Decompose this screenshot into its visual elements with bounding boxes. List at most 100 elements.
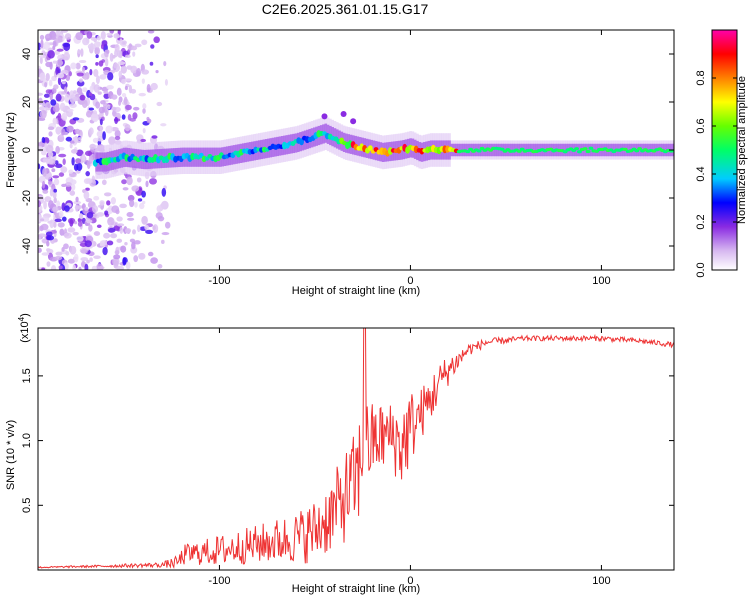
noise-blob	[42, 158, 48, 163]
noise-blob	[112, 257, 120, 267]
noise-blob	[141, 39, 148, 46]
noise-blob	[52, 60, 57, 64]
ridge-core	[582, 147, 588, 151]
noise-blob	[86, 259, 90, 264]
noise-blob	[80, 48, 84, 57]
noise-blob	[54, 218, 62, 223]
noise-blob	[132, 112, 138, 120]
noise-blob	[106, 200, 111, 206]
colorbar-tick-label: 0.8	[695, 70, 707, 85]
noise-blob	[58, 153, 67, 158]
noise-blob	[108, 136, 116, 145]
noise-blob	[77, 49, 81, 54]
noise-blob	[69, 140, 76, 144]
noise-blob	[85, 187, 90, 191]
noise-blob	[57, 76, 62, 86]
noise-blob	[44, 81, 48, 88]
noise-blob	[53, 197, 57, 204]
noise-blob	[95, 54, 99, 59]
noise-blob	[99, 125, 103, 131]
noise-blob	[106, 84, 114, 90]
noise-blob	[141, 190, 146, 198]
figure-title: C2E6.2025.361.01.15.G17	[262, 1, 429, 17]
noise-blob	[75, 196, 79, 203]
ridge-core	[476, 149, 482, 153]
noise-blob	[38, 233, 47, 238]
x-tick-label: 0	[407, 275, 413, 287]
noise-blob	[70, 173, 75, 178]
noise-blob	[70, 149, 78, 154]
noise-blob	[94, 48, 99, 53]
ridge-core	[634, 149, 640, 153]
noise-blob	[39, 56, 43, 65]
noise-blob	[38, 236, 42, 240]
snr-multiplier-base: (x10	[19, 321, 31, 342]
noise-blob	[38, 97, 43, 105]
noise-blob	[78, 213, 84, 219]
y-tick-label: 1.0	[21, 433, 33, 448]
noise-blob	[112, 63, 121, 73]
noise-blob	[66, 125, 74, 133]
noise-blob	[82, 87, 88, 93]
noise-blob	[67, 227, 76, 233]
noise-blob	[45, 61, 53, 68]
noise-blob	[145, 180, 149, 188]
noise-blob	[89, 143, 97, 150]
noise-blob	[114, 135, 121, 141]
noise-blob	[136, 177, 142, 183]
noise-blob	[116, 216, 123, 222]
noise-blob	[92, 137, 99, 143]
x-tick-label: 100	[592, 575, 610, 587]
noise-blob	[121, 114, 126, 120]
noise-blob	[77, 221, 83, 227]
noise-blob	[127, 194, 135, 202]
noise-blob	[53, 221, 57, 228]
noise-blob	[69, 245, 77, 255]
noise-blob	[161, 187, 167, 197]
colorbar-gradient	[712, 30, 737, 270]
noise-blob	[41, 150, 47, 156]
noise-blob	[164, 78, 168, 86]
noise-blob	[49, 92, 54, 101]
noise-blob	[119, 226, 124, 234]
noise-blob	[121, 93, 127, 98]
noise-blob	[84, 240, 92, 248]
noise-blob	[55, 30, 61, 35]
ridge-band	[491, 143, 495, 157]
noise-blob	[73, 253, 79, 263]
noise-blob	[86, 31, 93, 39]
noise-blob	[109, 233, 118, 239]
spectrogram-x-label: Height of straight line (km)	[292, 285, 420, 297]
noise-blob	[99, 240, 108, 246]
colorbar-tick-label: 0.2	[695, 214, 707, 229]
noise-blob	[71, 157, 75, 166]
noise-blob	[41, 252, 50, 256]
noise-blob	[121, 40, 127, 45]
noise-blob	[55, 37, 63, 44]
ridge-core	[465, 149, 471, 154]
noise-blob	[44, 196, 52, 203]
noise-blob	[45, 72, 50, 82]
colorbar-ticks: 0.0 0.2 0.4 0.6 0.8	[695, 70, 737, 278]
noise-blob	[46, 248, 51, 252]
noise-blob	[89, 85, 94, 93]
snr-multiplier-close: )	[19, 313, 31, 317]
noise-blob	[38, 163, 41, 170]
noise-blob	[63, 86, 68, 94]
noise-blob	[116, 87, 122, 96]
noise-blob	[77, 137, 82, 141]
noise-blob	[107, 104, 111, 110]
noise-blob	[103, 192, 112, 197]
noise-blob	[119, 203, 127, 209]
noise-blob	[85, 110, 92, 118]
noise-blob	[53, 178, 60, 186]
noise-blob	[52, 191, 57, 199]
noise-blob	[81, 153, 86, 162]
noise-blob	[59, 102, 66, 112]
noise-blob	[70, 183, 76, 191]
noise-blob	[55, 251, 63, 256]
noise-blob	[124, 228, 132, 234]
noise-blob	[124, 54, 131, 58]
noise-blob	[117, 50, 123, 58]
noise-blob	[142, 127, 146, 134]
